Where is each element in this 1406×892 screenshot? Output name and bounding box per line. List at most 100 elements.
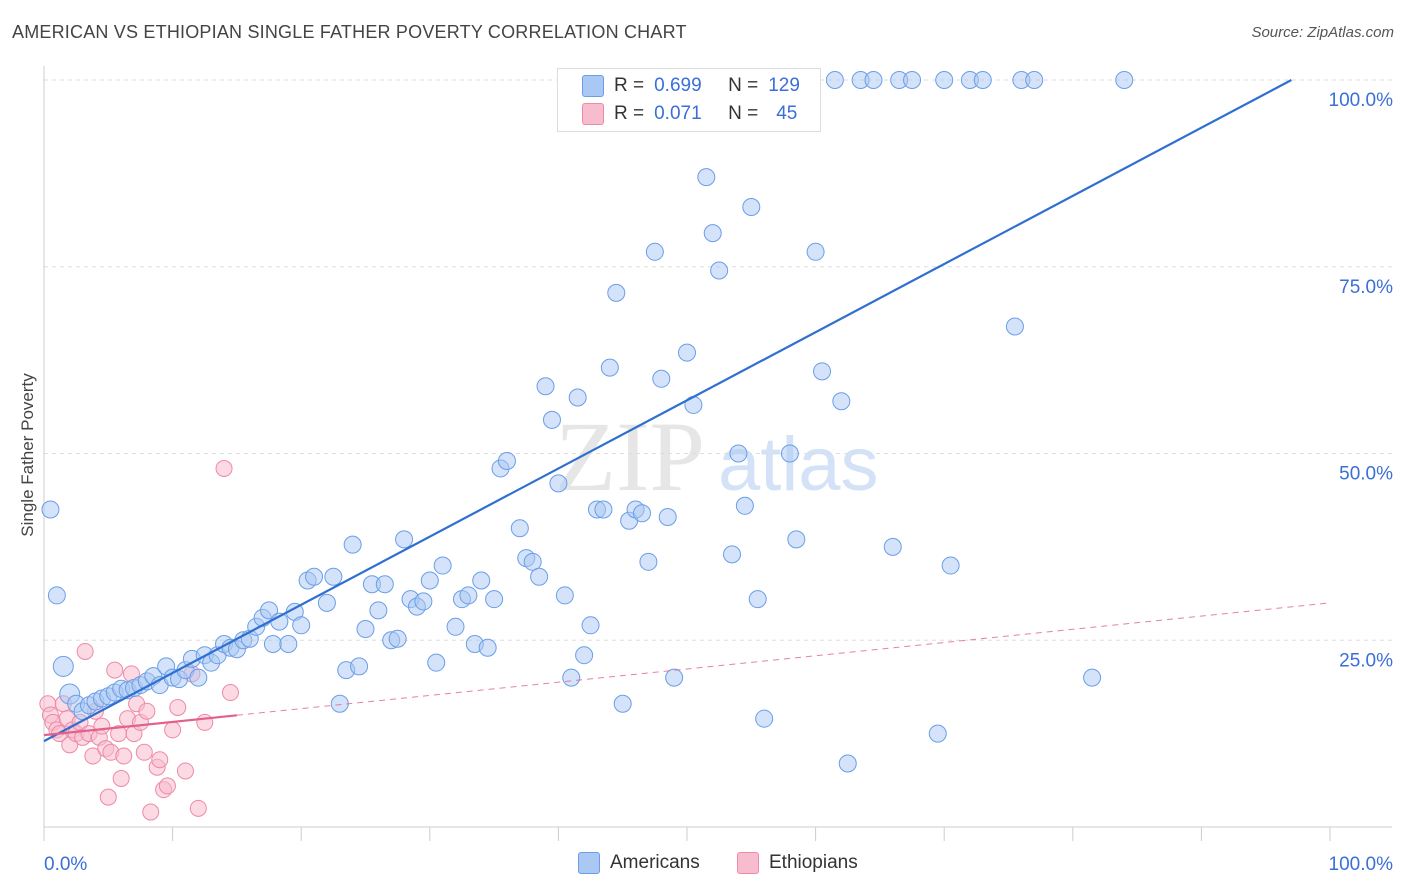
american-point xyxy=(864,71,883,89)
american-point xyxy=(1083,668,1102,687)
american-point xyxy=(568,388,587,407)
americans-legend-swatch xyxy=(578,852,600,874)
american-point xyxy=(903,71,922,89)
american-point xyxy=(292,616,311,635)
chart-title: AMERICAN VS ETHIOPIAN SINGLE FATHER POVE… xyxy=(12,22,687,42)
american-point xyxy=(729,444,748,463)
american-point xyxy=(356,620,375,639)
american-point xyxy=(472,571,491,590)
ethiopian-point xyxy=(93,717,111,735)
ethiopian-point xyxy=(142,803,160,821)
series-legend: Americans Ethiopians xyxy=(0,852,1406,876)
y-tick-label: 50.0% xyxy=(1339,464,1393,485)
ethiopian-point xyxy=(196,713,214,731)
american-point xyxy=(710,261,729,280)
american-point xyxy=(305,567,324,586)
american-point xyxy=(941,556,960,575)
american-point xyxy=(1025,71,1044,89)
tick-labels: 0.0% 100.0% 25.0% 50.0% 75.0% 100.0% xyxy=(44,90,1393,875)
american-point xyxy=(652,369,671,388)
american-point xyxy=(639,552,658,571)
american-point xyxy=(433,556,452,575)
american-point xyxy=(388,629,407,648)
ethiopians-swatch xyxy=(582,103,604,125)
american-point xyxy=(395,530,414,549)
ethiopian-point xyxy=(135,743,153,761)
x-tick-label: 0.0% xyxy=(44,854,87,875)
american-point xyxy=(755,709,774,728)
source-label: Source: ZipAtlas.com xyxy=(1251,24,1394,41)
american-point xyxy=(375,575,394,594)
ethiopians-legend-swatch xyxy=(737,852,759,874)
ethiopians-trend-line-solid xyxy=(43,714,238,737)
american-point xyxy=(1005,317,1024,336)
american-point xyxy=(735,496,754,515)
american-point xyxy=(825,71,844,89)
american-point xyxy=(645,242,664,261)
american-point xyxy=(497,451,516,470)
ethiopians-legend-label: Ethiopians xyxy=(769,852,858,873)
ethiopian-point xyxy=(115,747,133,765)
american-point xyxy=(723,545,742,564)
watermark-atlas: atlas xyxy=(718,422,879,507)
american-point xyxy=(369,601,388,620)
legend-item-ethiopians[interactable]: Ethiopians xyxy=(737,852,858,874)
american-point xyxy=(530,567,549,586)
american-point xyxy=(555,586,574,605)
american-point xyxy=(1115,71,1134,89)
trend-lines xyxy=(43,79,1331,743)
y-tick-label: 100.0% xyxy=(1329,90,1394,111)
american-point xyxy=(832,392,851,411)
ethiopian-point xyxy=(84,747,102,765)
american-point xyxy=(485,590,504,609)
american-point xyxy=(780,444,799,463)
american-point xyxy=(787,530,806,549)
american-point xyxy=(883,537,902,556)
american-point xyxy=(607,283,626,302)
american-point xyxy=(279,634,298,653)
american-point xyxy=(324,567,343,586)
legend-item-americans[interactable]: Americans xyxy=(578,852,700,874)
american-point xyxy=(703,224,722,243)
american-point xyxy=(973,71,992,89)
legend-row-ethiopians: R = 0.071 N = 45 xyxy=(582,101,797,127)
legend-n-value: 129 xyxy=(768,75,800,96)
american-point xyxy=(549,474,568,493)
ethiopian-point xyxy=(76,642,94,660)
legend-r-value: 0.699 xyxy=(654,75,702,96)
american-point xyxy=(928,724,947,743)
ethiopian-point xyxy=(169,698,187,716)
american-point xyxy=(343,535,362,554)
ethiopian-point xyxy=(151,751,169,769)
legend-r-value: 0.071 xyxy=(654,103,702,124)
ethiopian-point xyxy=(138,702,156,720)
ethiopian-point xyxy=(176,762,194,780)
american-point xyxy=(330,694,349,713)
legend-n-value: 45 xyxy=(776,103,798,124)
ethiopian-point xyxy=(158,777,176,795)
american-point xyxy=(697,168,716,187)
american-point xyxy=(260,601,279,620)
american-point xyxy=(806,242,825,261)
legend-row-americans: R = 0.699 N = 129 xyxy=(582,73,800,99)
american-point xyxy=(748,590,767,609)
american-point xyxy=(52,655,74,677)
y-tick-label: 75.0% xyxy=(1339,277,1393,298)
american-point xyxy=(459,586,478,605)
grid-lines xyxy=(44,79,1392,641)
y-tick-label: 25.0% xyxy=(1339,650,1393,671)
american-point xyxy=(594,500,613,519)
american-point xyxy=(350,657,369,676)
americans-legend-label: Americans xyxy=(610,852,700,873)
american-point xyxy=(542,410,561,429)
american-point xyxy=(575,646,594,665)
american-point xyxy=(427,653,446,672)
watermark: ZIP atlas xyxy=(555,401,879,512)
ethiopian-point xyxy=(215,459,233,477)
american-point xyxy=(263,634,282,653)
american-point xyxy=(536,377,555,396)
american-point xyxy=(420,571,439,590)
americans-trend-line xyxy=(43,79,1292,743)
american-point xyxy=(742,197,761,216)
